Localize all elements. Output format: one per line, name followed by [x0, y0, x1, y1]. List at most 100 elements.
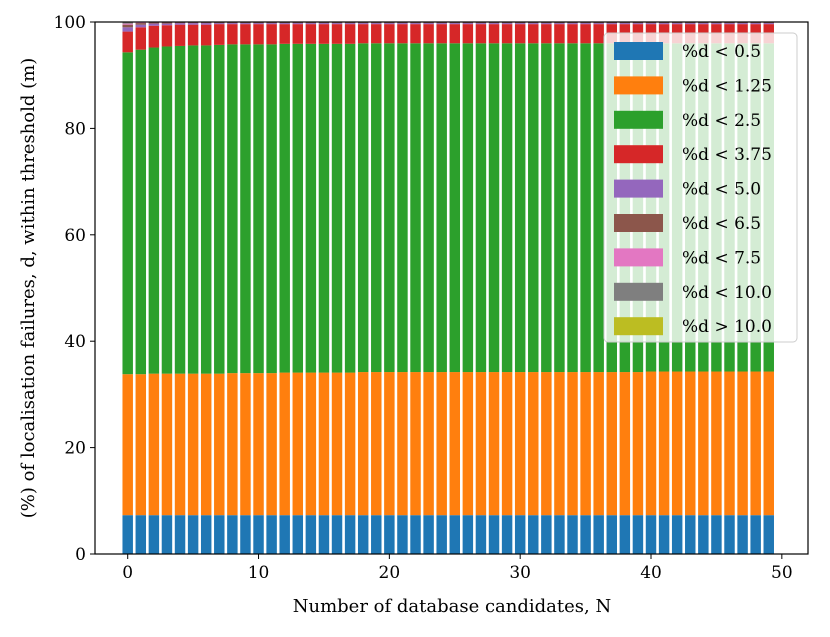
bar-segment-s4-x12 [279, 23, 289, 24]
bar-segment-s5-x5 [188, 23, 198, 24]
bar-segment-s1-x44 [698, 372, 708, 516]
bar-segment-s0-x33 [554, 515, 564, 554]
bar-segment-s5-x2 [149, 23, 159, 24]
bar-segment-s2-x0 [122, 52, 132, 374]
bar-segment-s0-x15 [319, 515, 329, 554]
bar-segment-s5-x28 [489, 23, 499, 24]
bar-segment-s4-x24 [436, 23, 446, 24]
bar-segment-s4-x22 [410, 23, 420, 24]
bar-segment-s3-x29 [502, 24, 512, 43]
bar-segment-s1-x48 [750, 372, 760, 516]
bar-segment-s4-x10 [253, 23, 263, 24]
bar-segment-s4-x40 [646, 23, 656, 24]
bar-segment-s1-x47 [737, 372, 747, 516]
bar-segment-s0-x35 [580, 515, 590, 554]
legend: %d < 0.5%d < 1.25%d < 2.5%d < 3.75%d < 5… [604, 33, 797, 342]
bar-segment-s4-x4 [175, 23, 185, 25]
bar-segment-s7-x0 [122, 23, 132, 24]
bar-segment-s2-x30 [515, 43, 525, 372]
bar-segment-s3-x17 [345, 24, 355, 44]
bar-segment-s5-x10 [253, 23, 263, 24]
bar-segment-s0-x10 [253, 515, 263, 554]
legend-swatch [614, 145, 663, 163]
bar-segment-s1-x5 [188, 374, 198, 516]
bar-segment-s4-x18 [358, 23, 368, 24]
bar-segment-s4-x6 [201, 23, 211, 25]
bar-segment-s3-x12 [279, 24, 289, 44]
x-tick-label: 40 [640, 563, 662, 583]
bar-segment-s0-x42 [672, 515, 682, 554]
bar-segment-s1-x27 [476, 372, 486, 515]
bar-segment-s1-x3 [162, 374, 172, 516]
bar-segment-s3-x3 [162, 25, 172, 46]
bar-segment-s3-x26 [463, 24, 473, 43]
bar-segment-s0-x45 [711, 515, 721, 554]
bar-segment-s6-x1 [136, 23, 146, 24]
bar-segment-s4-x30 [515, 23, 525, 24]
bar-segment-s3-x10 [253, 24, 263, 44]
bar-segment-s0-x28 [489, 515, 499, 554]
legend-label: %d < 5.0 [682, 180, 761, 200]
bar-segment-s4-x29 [502, 23, 512, 24]
bar-segment-s2-x4 [175, 46, 185, 374]
bar-segment-s4-x1 [136, 25, 146, 28]
bar-segment-s3-x15 [319, 24, 329, 44]
bar-segment-s5-x48 [750, 23, 760, 24]
bar-segment-s2-x13 [293, 44, 303, 373]
x-tick-label: 50 [771, 563, 793, 583]
bar-segment-s4-x25 [450, 23, 460, 24]
bar-segment-s4-x41 [659, 23, 669, 24]
bar-segment-s0-x36 [593, 515, 603, 554]
bar-segment-s2-x27 [476, 43, 486, 372]
bar-segment-s0-x31 [528, 515, 538, 554]
bar-segment-s5-x3 [162, 23, 172, 24]
bar-segment-s2-x9 [240, 44, 250, 373]
bar-segment-s3-x32 [541, 24, 551, 43]
bar-segment-s2-x28 [489, 43, 499, 372]
bar-segment-s4-x35 [580, 23, 590, 24]
bar-segment-s3-x36 [593, 24, 603, 43]
bar-segment-s4-x49 [764, 23, 774, 24]
bar-segment-s0-x3 [162, 515, 172, 554]
bar-segment-s4-x47 [737, 23, 747, 24]
bar-segment-s1-x37 [607, 372, 617, 515]
bar-segment-s0-x14 [306, 515, 316, 554]
bar-segment-s1-x43 [685, 372, 695, 516]
bar-segment-s0-x16 [332, 515, 342, 554]
bar-segment-s0-x7 [214, 515, 224, 554]
legend-swatch [614, 248, 663, 266]
bar-segment-s5-x4 [175, 23, 185, 24]
bar-segment-s4-x19 [371, 23, 381, 24]
bar-segment-s1-x25 [450, 372, 460, 515]
bar-segment-s4-x9 [240, 23, 250, 24]
y-tick-label: 40 [64, 332, 86, 352]
bar-segment-s5-x43 [685, 23, 695, 24]
bar-segment-s3-x7 [214, 24, 224, 45]
bar-segment-s3-x23 [423, 24, 433, 43]
bar-segment-s1-x2 [149, 374, 159, 516]
bar-segment-s1-x16 [332, 373, 342, 516]
bar-segment-s1-x20 [384, 372, 394, 515]
bar-segment-s1-x35 [580, 372, 590, 515]
bar-segment-s3-x33 [554, 24, 564, 43]
bar-segment-s5-x34 [567, 23, 577, 24]
bar-segment-s0-x8 [227, 515, 237, 554]
bar-segment-s0-x1 [136, 515, 146, 554]
bar-segment-s5-x25 [450, 23, 460, 24]
bar-segment-s0-x47 [737, 515, 747, 554]
bar-segment-s1-x28 [489, 372, 499, 515]
bar-segment-s5-x27 [476, 23, 486, 24]
bar-segment-s4-x11 [266, 23, 276, 24]
bar-segment-s1-x31 [528, 372, 538, 515]
bar-segment-s5-x14 [306, 23, 316, 24]
bar-segment-s4-x23 [423, 23, 433, 24]
bar-segment-s2-x6 [201, 45, 211, 373]
y-tick-label: 60 [64, 226, 86, 246]
bar-segment-s1-x40 [646, 372, 656, 516]
legend-label: %d < 1.25 [682, 76, 772, 96]
bar-segment-s0-x20 [384, 515, 394, 554]
bar-segment-s2-x20 [384, 43, 394, 372]
bar-segment-s5-x20 [384, 23, 394, 24]
bar-segment-s5-x15 [319, 23, 329, 24]
